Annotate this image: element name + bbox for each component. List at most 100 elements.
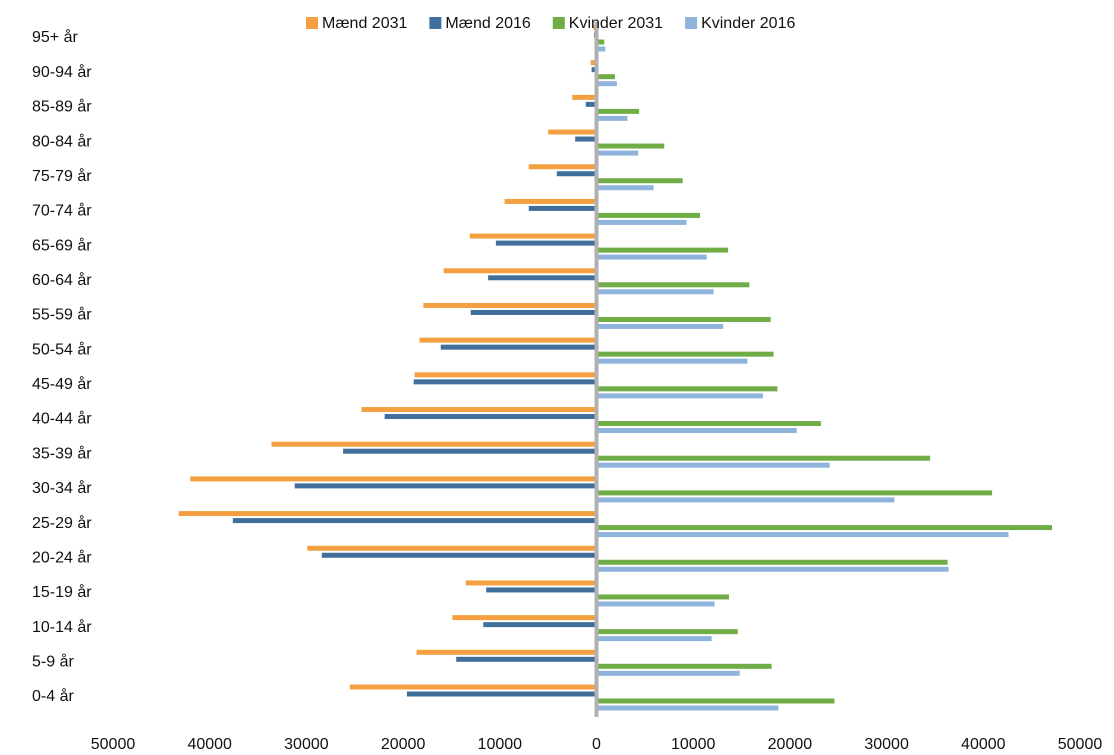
x-tick-label: 50000 <box>1058 736 1103 753</box>
bar <box>271 441 595 447</box>
x-tick-label: 10000 <box>478 736 523 753</box>
bar <box>556 171 595 177</box>
bar <box>598 185 654 191</box>
legend-swatch <box>552 17 565 29</box>
bar <box>598 670 740 676</box>
bar <box>178 511 595 517</box>
bar <box>598 289 714 295</box>
bar <box>440 344 595 350</box>
y-tick-label: 35-39 år <box>32 444 92 462</box>
bar <box>465 580 595 586</box>
y-tick-label: 5-9 år <box>32 653 74 671</box>
bar <box>598 663 772 669</box>
bar <box>598 74 615 80</box>
bar <box>598 490 993 496</box>
bar <box>598 698 835 704</box>
y-tick-label: 60-64 år <box>32 271 92 289</box>
bar <box>504 198 595 204</box>
y-tick-label: 65-69 år <box>32 236 92 254</box>
x-tick-label: 20000 <box>768 736 813 753</box>
y-tick-label: 0-4 år <box>32 687 74 705</box>
bar <box>294 483 595 489</box>
bar <box>598 358 748 364</box>
bar <box>585 101 595 107</box>
bar <box>598 462 830 468</box>
legend-swatch <box>685 17 698 29</box>
bar <box>598 115 628 121</box>
bar <box>483 622 595 628</box>
bar <box>361 407 595 413</box>
x-tick-label: 20000 <box>381 736 426 753</box>
bar <box>598 386 778 392</box>
y-tick-label: 80-84 år <box>32 132 92 150</box>
y-tick-label: 10-14 år <box>32 618 92 636</box>
bar <box>456 656 595 662</box>
y-tick-label: 95+ år <box>32 28 78 46</box>
bar <box>548 129 595 135</box>
bar <box>384 414 595 420</box>
bar <box>406 691 595 697</box>
bar <box>414 372 595 378</box>
bar <box>598 601 715 607</box>
bar <box>413 379 595 385</box>
bar <box>488 275 595 281</box>
x-tick-label: 10000 <box>671 736 716 753</box>
bar <box>598 497 895 503</box>
bar <box>598 559 948 565</box>
bar <box>443 268 595 274</box>
bar <box>593 25 595 31</box>
bar <box>598 393 763 399</box>
bar <box>598 455 931 461</box>
bar <box>598 39 605 45</box>
bar <box>598 525 1053 531</box>
bar <box>452 615 595 621</box>
legend-label: Mænd 2016 <box>445 15 530 32</box>
bar <box>349 684 595 690</box>
bar <box>598 143 665 149</box>
bar <box>598 566 949 572</box>
bar <box>343 448 595 454</box>
legend-label: Kvinder 2016 <box>701 15 795 32</box>
legend-label: Mænd 2031 <box>322 15 407 32</box>
y-tick-label: 30-34 år <box>32 479 92 497</box>
bar <box>528 164 595 170</box>
bar <box>232 518 595 524</box>
legend-swatch <box>429 17 442 29</box>
bar <box>528 205 595 211</box>
x-tick-label: 50000 <box>91 736 136 753</box>
bar <box>572 94 595 100</box>
legend-label: Kvinder 2031 <box>569 15 663 32</box>
y-tick-label: 85-89 år <box>32 98 92 116</box>
bar <box>598 705 779 711</box>
bar <box>598 636 712 642</box>
bar <box>598 150 639 156</box>
bar <box>598 532 1009 538</box>
bar <box>598 108 640 114</box>
y-tick-label: 70-74 år <box>32 202 92 220</box>
y-tick-label: 90-94 år <box>32 63 92 81</box>
bar <box>598 247 729 253</box>
bar <box>486 587 595 593</box>
bar <box>423 302 595 308</box>
legend-swatch <box>306 17 318 29</box>
y-tick-label: 25-29 år <box>32 514 92 532</box>
bar <box>598 629 738 635</box>
bar <box>598 428 797 434</box>
bar <box>598 254 707 260</box>
bar <box>416 649 595 655</box>
y-tick-label: 15-19 år <box>32 583 92 601</box>
bar <box>419 337 595 343</box>
y-tick-label: 50-54 år <box>32 340 92 358</box>
y-tick-label: 40-44 år <box>32 410 92 428</box>
bar <box>598 316 771 322</box>
bar <box>470 309 595 315</box>
zero-axis <box>594 22 599 717</box>
bar <box>598 219 687 225</box>
x-tick-label: 0 <box>592 736 601 753</box>
bar <box>598 421 821 427</box>
bar <box>598 178 683 184</box>
y-tick-label: 75-79 år <box>32 167 92 185</box>
bar <box>598 81 617 87</box>
bar <box>591 67 595 73</box>
